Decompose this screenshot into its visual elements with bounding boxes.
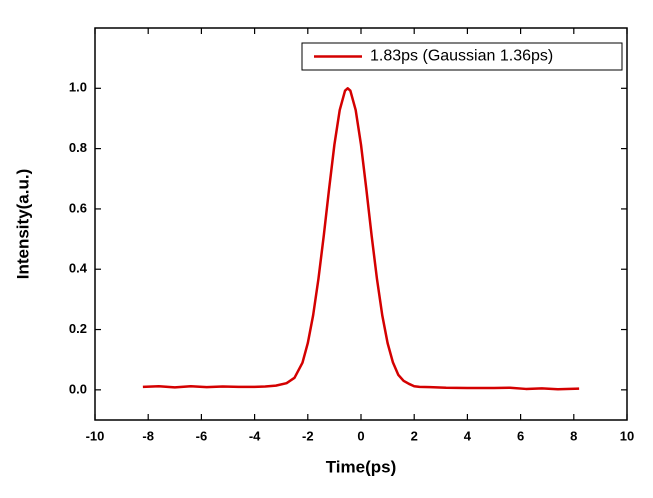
legend-label: 1.83ps (Gaussian 1.36ps)	[370, 48, 553, 65]
y-axis-title: Intensity(a.u.)	[13, 169, 32, 280]
y-tick-label: 1.0	[69, 80, 87, 95]
x-tick-label: -4	[249, 428, 261, 443]
y-tick-label: 0.0	[69, 381, 87, 396]
x-tick-label: 2	[411, 428, 418, 443]
x-tick-label: 10	[620, 428, 634, 443]
x-tick-label: -2	[302, 428, 314, 443]
plot-frame	[94, 27, 628, 421]
x-axis-title: Time(ps)	[326, 457, 397, 476]
x-tick-label: -8	[142, 428, 154, 443]
x-tick-label: 8	[570, 428, 577, 443]
x-tick-label: 4	[464, 428, 472, 443]
y-tick-label: 0.2	[69, 321, 87, 336]
x-tick-label: 0	[357, 428, 364, 443]
x-tick-label: 6	[517, 428, 524, 443]
x-tick-label: -6	[196, 428, 208, 443]
y-tick-label: 0.4	[69, 261, 88, 276]
data-line	[142, 87, 580, 391]
y-tick-label: 0.8	[69, 140, 87, 155]
x-tick-label: -10	[86, 428, 105, 443]
y-tick-label: 0.6	[69, 200, 87, 215]
